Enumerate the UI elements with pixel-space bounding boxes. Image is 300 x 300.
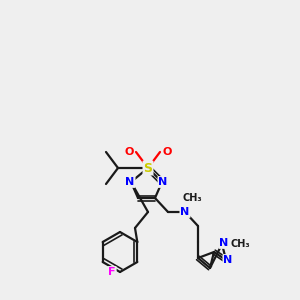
Text: N: N: [224, 255, 232, 265]
Text: O: O: [124, 147, 134, 157]
Text: CH₃: CH₃: [182, 193, 202, 203]
Text: O: O: [162, 147, 172, 157]
Text: N: N: [219, 238, 229, 248]
Text: N: N: [158, 177, 168, 187]
Text: F: F: [108, 267, 116, 277]
Text: CH₃: CH₃: [230, 239, 250, 249]
Text: N: N: [125, 177, 135, 187]
Text: S: S: [143, 161, 152, 175]
Text: N: N: [180, 207, 190, 217]
